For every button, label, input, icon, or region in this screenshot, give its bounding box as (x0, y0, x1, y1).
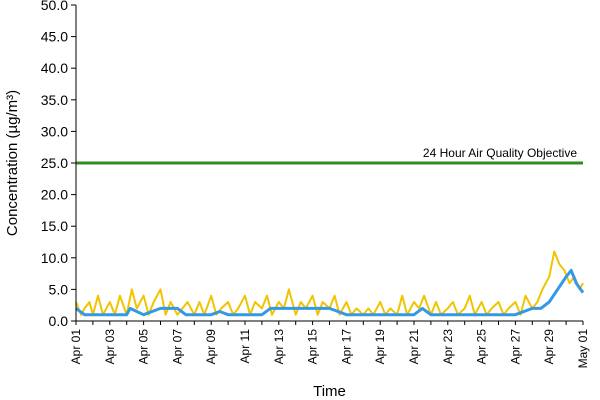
x-tick-label: Apr 19 (373, 329, 387, 365)
y-tick-label: 45.0 (41, 29, 68, 45)
x-tick-label: Apr 27 (508, 329, 522, 365)
y-tick-label: 0.0 (49, 313, 69, 329)
x-tick-label: Apr 11 (238, 329, 252, 364)
x-axis-title: Time (313, 383, 346, 400)
x-tick-label: Apr 03 (103, 329, 117, 365)
y-tick-label: 25.0 (41, 155, 68, 171)
y-tick-label: 20.0 (41, 187, 68, 203)
x-tick-label: Apr 23 (441, 329, 455, 365)
air-quality-objective-label: 24 Hour Air Quality Objective (423, 146, 577, 160)
x-tick-label: May 01 (576, 329, 590, 369)
reference-line-group: 24 Hour Air Quality Objective (76, 146, 583, 165)
series-line-2 (75, 268, 585, 317)
y-tick-label: 15.0 (41, 218, 68, 234)
x-tick-label: Apr 01 (69, 329, 83, 365)
y-axis-ticks: 0.0 5.0 10.0 15.0 20.0 25.0 30.0 35.0 40.0 45.0 50… (41, 0, 76, 329)
x-tick-label: Apr 15 (306, 329, 320, 365)
y-tick-label: 5.0 (49, 281, 69, 297)
x-tick-label: Apr 07 (170, 329, 184, 365)
x-tick-label: Apr 29 (542, 329, 556, 365)
y-tick-label: 40.0 (41, 60, 68, 76)
y-tick-label: 10.0 (41, 250, 68, 266)
x-tick-label: Apr 05 (137, 329, 151, 365)
y-axis-title: Concentration (µg/m³) (4, 90, 21, 236)
x-tick-label: Apr 21 (407, 329, 421, 365)
y-tick-label: 30.0 (41, 123, 68, 139)
x-axis-ticks: Apr 01 Apr 03 Apr 05 Apr 07 Apr 09 Apr 11 Apr … (69, 321, 590, 368)
x-tick-label: Apr 13 (272, 329, 286, 365)
x-tick-label: Apr 17 (339, 329, 353, 365)
y-tick-label: 50.0 (41, 0, 68, 13)
x-tick-label: Apr 09 (204, 329, 218, 365)
y-tick-label: 35.0 (41, 92, 68, 108)
x-tick-label: Apr 25 (475, 329, 489, 365)
series-line-1 (75, 250, 584, 316)
series-group (75, 250, 585, 317)
